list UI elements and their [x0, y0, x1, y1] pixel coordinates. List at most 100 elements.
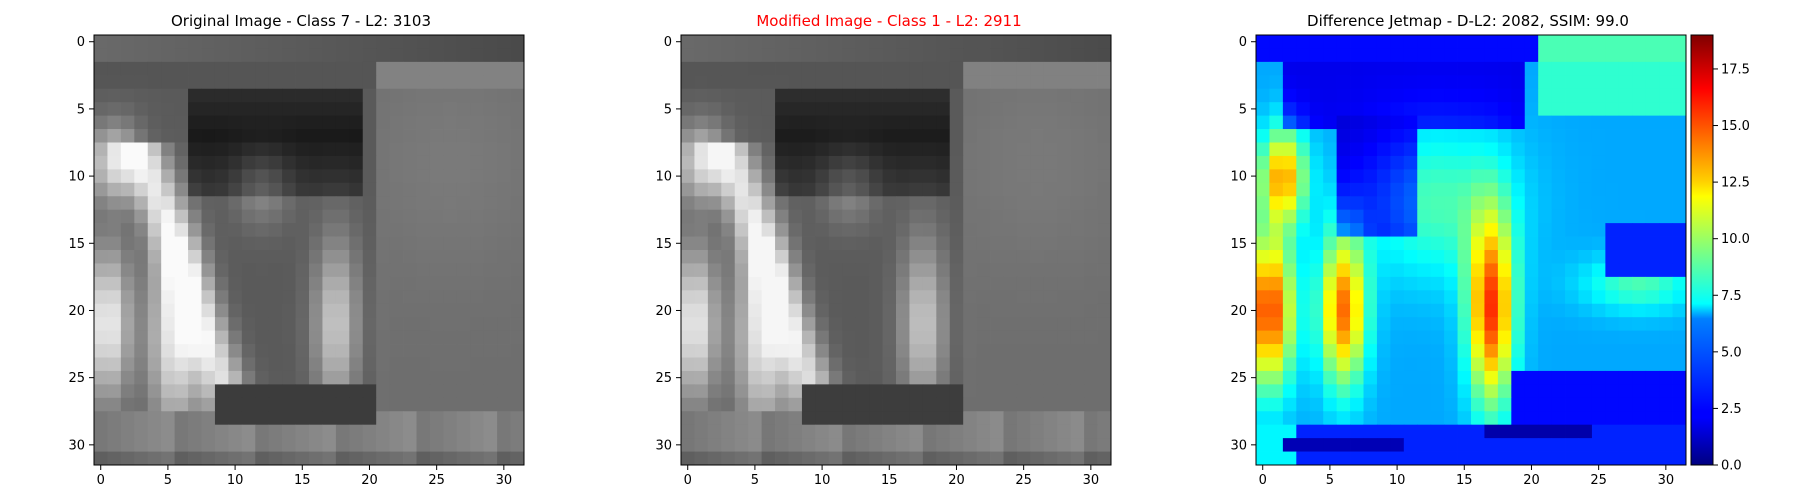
pixel-cell	[1484, 424, 1499, 439]
pixel-cell	[1016, 438, 1031, 452]
pixel-cell	[510, 182, 525, 197]
pixel-cell	[403, 169, 417, 184]
pixel-cell	[1256, 209, 1270, 224]
pixel-cell	[376, 290, 391, 305]
pixel-cell	[681, 102, 695, 117]
pixel-cell	[1282, 75, 1297, 90]
pixel-cell	[309, 397, 323, 412]
pixel-cell	[349, 330, 364, 345]
pixel-cell	[815, 35, 830, 49]
pixel-cell	[1618, 397, 1633, 412]
pixel-cell	[443, 48, 458, 63]
pixel-cell	[188, 411, 202, 426]
pixel-cell	[403, 317, 417, 332]
pixel-cell	[1390, 397, 1405, 412]
pixel-cell	[1336, 276, 1351, 291]
axes-frame-modified	[680, 34, 1112, 466]
pixel-cell	[963, 370, 978, 385]
pixel-cell	[1084, 370, 1098, 385]
pixel-cell	[1444, 115, 1458, 130]
pixel-cell	[456, 129, 471, 143]
pixel-cell	[1430, 182, 1445, 197]
pixel-cell	[1403, 424, 1418, 439]
pixel-cell	[201, 357, 216, 372]
pixel-cell	[1350, 35, 1364, 49]
pixel-cell	[255, 438, 270, 452]
pixel-cell	[1484, 236, 1499, 251]
pixel-cell	[1605, 438, 1620, 452]
pixel-cell	[335, 357, 350, 372]
pixel-cell	[120, 223, 135, 237]
pixel-cell	[1336, 169, 1351, 184]
pixel-cell	[896, 155, 910, 170]
pixel-cell	[801, 236, 816, 251]
pixel-cell	[734, 357, 749, 372]
pixel-cell	[748, 88, 763, 103]
pixel-cell	[295, 290, 310, 305]
pixel-cell	[483, 263, 498, 278]
pixel-cell	[389, 182, 404, 197]
pixel-cell	[1578, 88, 1593, 103]
pixel-cell	[1444, 196, 1458, 211]
pixel-cell	[376, 330, 391, 345]
pixel-cell	[1376, 397, 1391, 412]
pixel-cell	[1497, 223, 1512, 237]
pixel-cell	[882, 276, 897, 291]
pixel-cell	[362, 155, 377, 170]
pixel-cell	[1659, 344, 1673, 358]
pixel-cell	[1659, 48, 1673, 63]
pixel-cell	[1296, 223, 1311, 237]
pixel-cell	[349, 317, 364, 332]
pixel-cell	[201, 317, 216, 332]
pixel-cell	[188, 236, 202, 251]
pixel-cell	[1084, 88, 1098, 103]
pixel-cell	[788, 48, 803, 63]
pixel-cell	[1645, 263, 1660, 278]
pixel-cell	[1057, 169, 1072, 184]
pixel-cell	[362, 75, 377, 90]
pixel-cell	[1591, 75, 1606, 90]
pixel-cell	[1269, 384, 1284, 399]
pixel-cell	[107, 263, 122, 278]
pixel-cell	[936, 317, 951, 332]
pixel-cell	[1591, 424, 1606, 439]
pixel-cell	[1565, 397, 1579, 412]
pixel-cell	[936, 290, 951, 305]
pixel-cell	[963, 250, 978, 264]
pixel-cell	[483, 357, 498, 372]
pixel-cell	[936, 48, 951, 63]
pixel-cell	[268, 263, 283, 278]
pixel-cell	[161, 357, 176, 372]
pixel-cell	[734, 61, 749, 76]
pixel-cell	[1363, 61, 1378, 76]
pixel-cell	[1578, 344, 1593, 358]
pixel-cell	[869, 451, 883, 466]
pixel-cell	[456, 303, 471, 318]
pixel-cell	[120, 182, 135, 197]
pixel-cell	[882, 370, 897, 385]
pixel-cell	[1565, 370, 1579, 385]
pixel-cell	[1256, 61, 1270, 76]
pixel-cell	[1030, 75, 1045, 90]
pixel-cell	[882, 61, 897, 76]
pixel-cell	[1672, 88, 1687, 103]
pixel-cell	[1471, 155, 1485, 170]
pixel-cell	[734, 169, 749, 184]
pixel-cell	[1471, 290, 1485, 305]
pixel-cell	[909, 357, 924, 372]
pixel-cell	[694, 61, 709, 76]
pixel-cell	[1497, 142, 1512, 157]
pixel-cell	[282, 48, 296, 63]
pixel-cell	[1578, 129, 1593, 143]
pixel-cell	[188, 317, 202, 332]
pixel-cell	[456, 196, 471, 211]
pixel-cell	[963, 317, 978, 332]
pixel-cell	[228, 61, 243, 76]
pixel-cell	[470, 330, 485, 345]
pixel-cell	[869, 155, 883, 170]
pixel-cell	[694, 317, 709, 332]
pixel-cell	[788, 223, 803, 237]
pixel-cell	[470, 384, 485, 399]
pixel-cell	[1538, 357, 1553, 372]
pixel-cell	[349, 61, 364, 76]
